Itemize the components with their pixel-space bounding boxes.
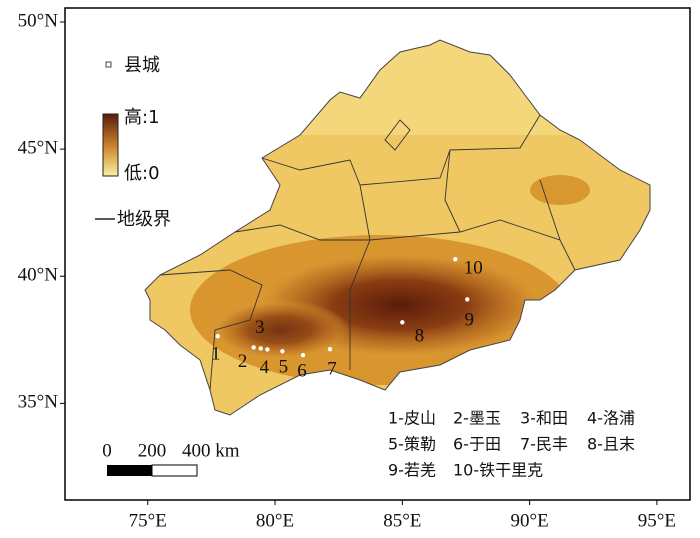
county-key: 7-民丰 bbox=[520, 435, 568, 454]
boundary bbox=[539, 179, 561, 241]
x-tick-label: 85°E bbox=[383, 510, 421, 531]
county-key: 1-皮山 bbox=[388, 409, 436, 428]
x-tick-label: 75°E bbox=[129, 510, 167, 531]
county-label: 1 bbox=[211, 344, 221, 365]
county-point bbox=[258, 346, 263, 351]
scale-segment bbox=[151, 464, 198, 477]
county-point bbox=[280, 349, 285, 354]
county-label: 9 bbox=[464, 310, 474, 331]
boundary bbox=[349, 184, 371, 370]
y-tick-label: 40°N bbox=[18, 265, 59, 286]
legend-high: 高:1 bbox=[124, 107, 160, 128]
scale-label: 400 km bbox=[182, 440, 240, 461]
legend-county: 县城 bbox=[124, 55, 160, 76]
y-tick-label: 35°N bbox=[18, 392, 59, 413]
county-label: 2 bbox=[238, 351, 248, 372]
county-point bbox=[251, 345, 256, 350]
county-label: 6 bbox=[297, 360, 307, 381]
county-point bbox=[265, 347, 270, 352]
x-tick-label: 80°E bbox=[256, 510, 294, 531]
legend-boundary: 地级界 bbox=[117, 209, 171, 230]
county-key: 9-若羌 bbox=[388, 461, 436, 480]
county-point bbox=[453, 257, 458, 262]
county-label: 7 bbox=[327, 359, 337, 380]
county-key: 6-于田 bbox=[453, 435, 501, 454]
terrain-core-west bbox=[210, 300, 350, 360]
boundary bbox=[384, 119, 411, 151]
boundary bbox=[159, 269, 263, 391]
county-label: 5 bbox=[279, 357, 289, 378]
county-key: 2-墨玉 bbox=[453, 409, 501, 428]
county-key: 4-洛浦 bbox=[587, 409, 635, 428]
x-tick-label: 95°E bbox=[638, 510, 676, 531]
x-tick-label: 90°E bbox=[511, 510, 549, 531]
legend-county-symbol bbox=[105, 61, 112, 68]
county-label: 8 bbox=[415, 326, 425, 347]
county-key: 3-和田 bbox=[520, 409, 568, 428]
county-key: 8-且末 bbox=[587, 435, 635, 454]
legend: 县城 高:1 低:0 地级界 bbox=[95, 55, 171, 230]
scale-label: 200 bbox=[138, 440, 167, 461]
scale-segment bbox=[107, 465, 152, 476]
county-label: 4 bbox=[260, 357, 270, 378]
boundary bbox=[444, 149, 461, 233]
county-point bbox=[300, 352, 306, 358]
boundary bbox=[261, 114, 541, 186]
legend-low: 低:0 bbox=[124, 163, 160, 184]
terrain-east bbox=[530, 175, 590, 205]
county-point bbox=[327, 347, 333, 352]
county-key: 5-策勒 bbox=[388, 435, 436, 454]
county-label: 10 bbox=[464, 258, 483, 279]
y-tick-label: 45°N bbox=[18, 137, 59, 158]
scale-bar: 0 200 400 km bbox=[102, 440, 240, 477]
prefecture-boundaries bbox=[159, 114, 576, 391]
county-point bbox=[465, 297, 470, 302]
legend-ramp bbox=[102, 113, 119, 177]
y-tick-label: 50°N bbox=[18, 10, 59, 31]
county-point bbox=[400, 320, 405, 325]
county-point bbox=[215, 334, 220, 339]
county-label: 3 bbox=[255, 317, 265, 338]
county-key: 10-铁干里克 bbox=[453, 461, 543, 480]
boundary bbox=[234, 219, 576, 271]
scale-label: 0 bbox=[102, 440, 112, 461]
